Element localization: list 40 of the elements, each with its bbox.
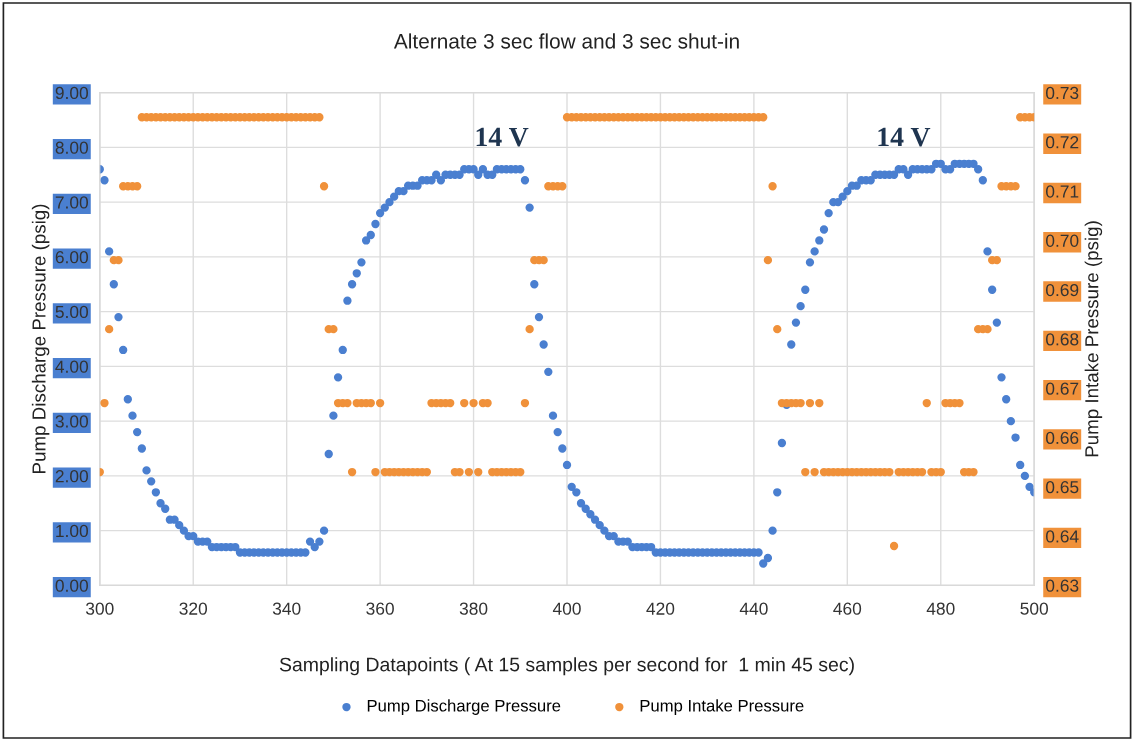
- x-axis-title: Sampling Datapoints ( At 15 samples per second for 1 min 45 sec): [279, 657, 854, 676]
- y-tick-label: 2.00: [55, 470, 89, 483]
- y-tick-label: 6.00: [55, 251, 89, 264]
- x-tick-label: 400: [552, 602, 581, 615]
- annotation: 14 V: [476, 127, 529, 147]
- y-tick-label: 7.00: [55, 196, 89, 209]
- y-tick-label: 4.00: [55, 360, 89, 373]
- x-tick-label: 440: [739, 602, 768, 615]
- y-tick-label: 0.00: [55, 579, 89, 592]
- y2-tick-label: 0.66: [1046, 431, 1079, 445]
- x-tick-label: 360: [366, 602, 394, 615]
- y2-tick-label: 0.69: [1046, 283, 1079, 297]
- y2-tick-label: 0.67: [1046, 382, 1079, 395]
- y2-tick-label: 0.72: [1046, 136, 1079, 149]
- y2-tick-label: 0.65: [1046, 481, 1079, 494]
- x-tick-label: 340: [272, 602, 301, 615]
- y2-tick-label: 0.68: [1046, 333, 1079, 346]
- y-tick-label: 5.00: [55, 305, 89, 319]
- y2-tick-label: 0.63: [1046, 579, 1079, 592]
- x-tick-label: 300: [85, 602, 114, 615]
- y2-tick-label: 0.73: [1046, 86, 1079, 100]
- y-tick-label: 8.00: [55, 141, 89, 154]
- x-tick-label: 320: [179, 602, 208, 615]
- x-tick-label: 500: [1020, 602, 1049, 615]
- x-tick-label: 480: [926, 602, 955, 615]
- y-axis-title: Pump Discharge Pressure (psig): [31, 204, 50, 473]
- y2-tick-label: 0.71: [1046, 185, 1079, 198]
- chart-title: Alternate 3 sec flow and 3 sec shut-in: [393, 33, 739, 49]
- y-tick-label: 9.00: [55, 86, 89, 100]
- x-tick-label: 460: [833, 602, 862, 615]
- x-tick-label: 380: [459, 602, 488, 615]
- y2-tick-label: 0.70: [1046, 234, 1079, 247]
- y2-tick-label: 0.64: [1046, 530, 1079, 543]
- x-tick-label: 420: [646, 602, 675, 615]
- y-tick-label: 3.00: [55, 415, 89, 428]
- y-tick-label: 1.00: [56, 524, 89, 538]
- y2-axis-title: Pump Intake Pressure (psig): [1084, 221, 1103, 457]
- legend-label: Pump Discharge Pressure: [367, 699, 561, 715]
- legend-label: Pump Intake Pressure: [640, 699, 804, 715]
- annotation: 14 V: [878, 127, 931, 147]
